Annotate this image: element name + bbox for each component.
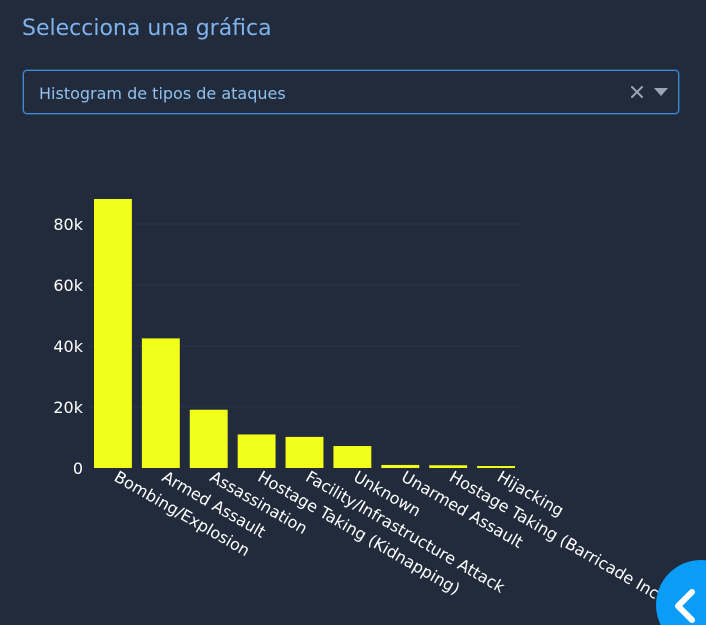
bar xyxy=(429,465,468,468)
chevron-left-icon xyxy=(675,589,695,623)
y-tick-label: 20k xyxy=(53,398,83,417)
y-tick-label: 40k xyxy=(53,337,83,356)
bar xyxy=(285,436,324,468)
bar xyxy=(381,464,420,468)
bar xyxy=(94,198,132,469)
bar xyxy=(237,434,276,468)
y-tick-label: 80k xyxy=(53,215,83,234)
y-tick-label: 60k xyxy=(53,276,83,295)
dropdown-selected-value: Histogram de tipos de ataques xyxy=(39,84,286,103)
bar xyxy=(189,409,228,468)
close-icon[interactable] xyxy=(627,81,647,103)
chart-select-dropdown[interactable]: Histogram de tipos de ataques xyxy=(23,70,679,114)
bar xyxy=(477,466,515,468)
bar xyxy=(141,338,180,468)
bar xyxy=(333,446,372,468)
page-heading: Selecciona una gráfica xyxy=(22,16,272,41)
y-tick-label: 0 xyxy=(73,459,83,478)
caret-down-icon[interactable] xyxy=(653,86,669,98)
